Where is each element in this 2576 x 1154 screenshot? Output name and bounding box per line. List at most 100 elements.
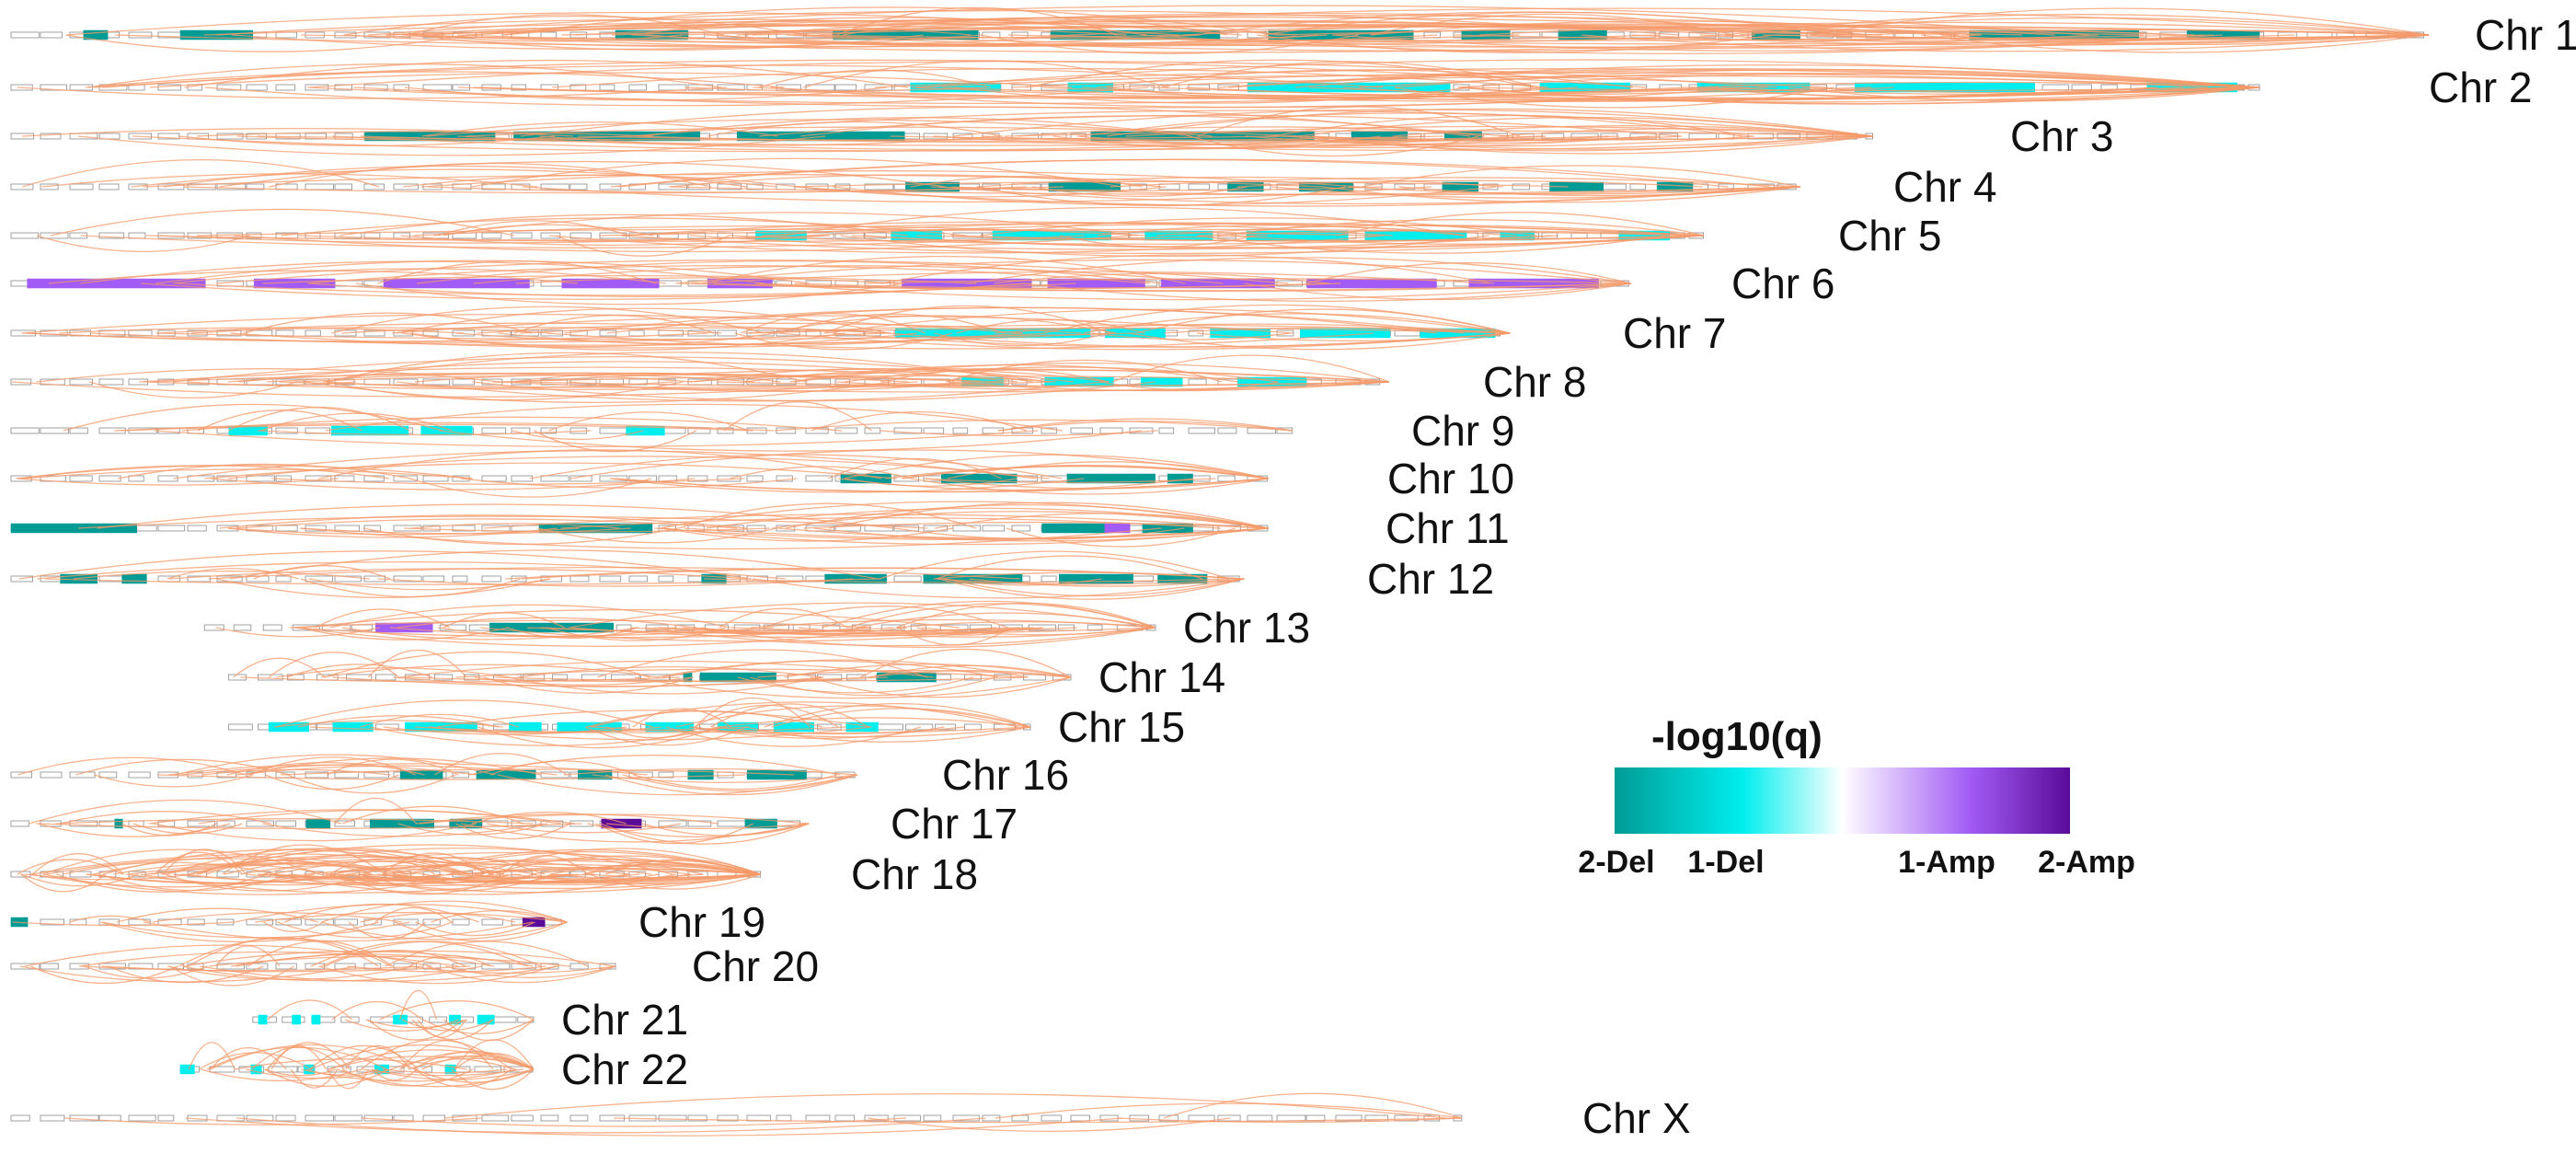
interaction-arc	[394, 921, 568, 942]
interaction-arc	[368, 9, 1680, 36]
interaction-arc	[102, 848, 471, 875]
interaction-arc	[994, 323, 1511, 334]
interaction-arc	[713, 283, 1631, 292]
chromosome-segment	[864, 1114, 889, 1122]
chromosome-segment	[40, 84, 67, 91]
interaction-arc	[473, 265, 1224, 284]
interaction-arc	[517, 666, 822, 678]
interaction-arc	[320, 941, 542, 967]
interaction-arc	[260, 412, 454, 432]
chromosome-segment	[98, 771, 118, 779]
interaction-arc	[64, 1117, 482, 1125]
legend-tick-2-amp: 2-Amp	[2038, 845, 2135, 880]
interaction-arc	[1005, 130, 1873, 137]
chromosome-segment	[876, 723, 904, 731]
interaction-arc	[654, 527, 1269, 541]
interaction-arc	[728, 235, 1558, 245]
interaction-arc	[1199, 230, 1704, 237]
interaction-arc	[403, 174, 799, 188]
chromosome-track: Chr 5	[10, 206, 1941, 260]
interaction-arc	[264, 1068, 390, 1087]
significance-segment	[1066, 473, 1156, 484]
chromosome-segment	[964, 723, 982, 731]
chromosome-segment	[893, 575, 922, 583]
interaction-arc	[385, 23, 1882, 36]
interaction-arc	[487, 823, 682, 834]
chromosome-segment	[69, 475, 93, 482]
interaction-arc	[1371, 20, 1958, 36]
interaction-arc	[331, 306, 765, 334]
chromosome-segment	[40, 963, 59, 970]
interaction-arc	[209, 1047, 287, 1070]
chromosome-segment	[511, 84, 527, 91]
interaction-arc	[210, 1044, 416, 1070]
interaction-arc	[301, 34, 1197, 40]
chromosome-segment	[1011, 525, 1031, 532]
chromosome-segment	[1276, 1114, 1306, 1122]
chromosome-segment	[805, 1114, 831, 1122]
chromosome-segment	[569, 183, 588, 190]
chromosome-segment	[422, 575, 445, 583]
interaction-arc	[399, 660, 935, 678]
chromosome-segment	[69, 183, 94, 190]
interaction-arc	[508, 676, 823, 695]
interaction-arc	[310, 60, 1777, 88]
chromosome-segment	[628, 575, 648, 583]
interaction-arc	[902, 464, 1269, 479]
chromosome-segment	[511, 232, 533, 239]
interaction-arc	[840, 235, 1489, 258]
chromosome-segment	[40, 133, 62, 140]
interaction-arc	[267, 999, 352, 1021]
interaction-arc	[515, 277, 899, 284]
significance-segment	[121, 573, 147, 584]
interaction-arc	[266, 372, 909, 383]
interaction-arc	[236, 518, 738, 529]
interaction-arc	[201, 1068, 362, 1082]
interaction-arc	[417, 1019, 466, 1038]
interaction-arc	[811, 411, 1028, 432]
chromosome-segment	[10, 232, 40, 239]
interaction-arc	[344, 1019, 459, 1032]
interaction-arc	[224, 848, 704, 875]
interaction-arc	[539, 135, 999, 146]
interaction-arc	[582, 860, 761, 875]
interaction-arc	[310, 283, 1026, 298]
interaction-arc	[763, 606, 1008, 629]
interaction-arc	[341, 627, 638, 640]
interaction-arc	[564, 306, 1465, 334]
chromosome-segment	[893, 1114, 921, 1122]
interaction-arc	[271, 478, 744, 485]
interaction-arc	[11, 381, 918, 398]
chromosome-track: Chr 22	[179, 1039, 688, 1093]
chromosome-segment	[233, 624, 252, 631]
chromosome-segment	[275, 963, 297, 970]
chromosome-segment	[599, 183, 622, 190]
interaction-arc	[426, 965, 616, 984]
interaction-arc	[662, 659, 1029, 678]
chromosome-segment	[1777, 133, 1800, 140]
chromosome-segment	[1600, 183, 1627, 190]
interaction-arc	[404, 87, 888, 101]
chromosome-segment	[864, 427, 881, 434]
interaction-arc	[88, 381, 297, 399]
chromosome-segment	[935, 723, 956, 731]
interaction-arc	[145, 860, 631, 875]
interaction-arc	[132, 135, 1426, 153]
interaction-arc	[980, 34, 1359, 54]
interaction-arc	[396, 381, 1104, 402]
interaction-arc	[600, 823, 810, 845]
interaction-arc	[185, 1117, 986, 1134]
interaction-arc	[400, 1039, 494, 1070]
interaction-arc	[149, 72, 1073, 88]
interaction-arc	[167, 568, 299, 580]
interaction-arc	[227, 407, 410, 432]
interaction-arc	[1107, 108, 1873, 137]
chromosome-segment	[1158, 427, 1175, 434]
chromosome-segment	[40, 918, 65, 926]
interaction-arc	[22, 159, 380, 188]
chromosome-segment	[40, 183, 59, 190]
interaction-arc	[1163, 1092, 1463, 1119]
interaction-arc	[747, 327, 1511, 334]
interaction-arc	[332, 135, 1545, 152]
interaction-arc	[131, 168, 777, 188]
